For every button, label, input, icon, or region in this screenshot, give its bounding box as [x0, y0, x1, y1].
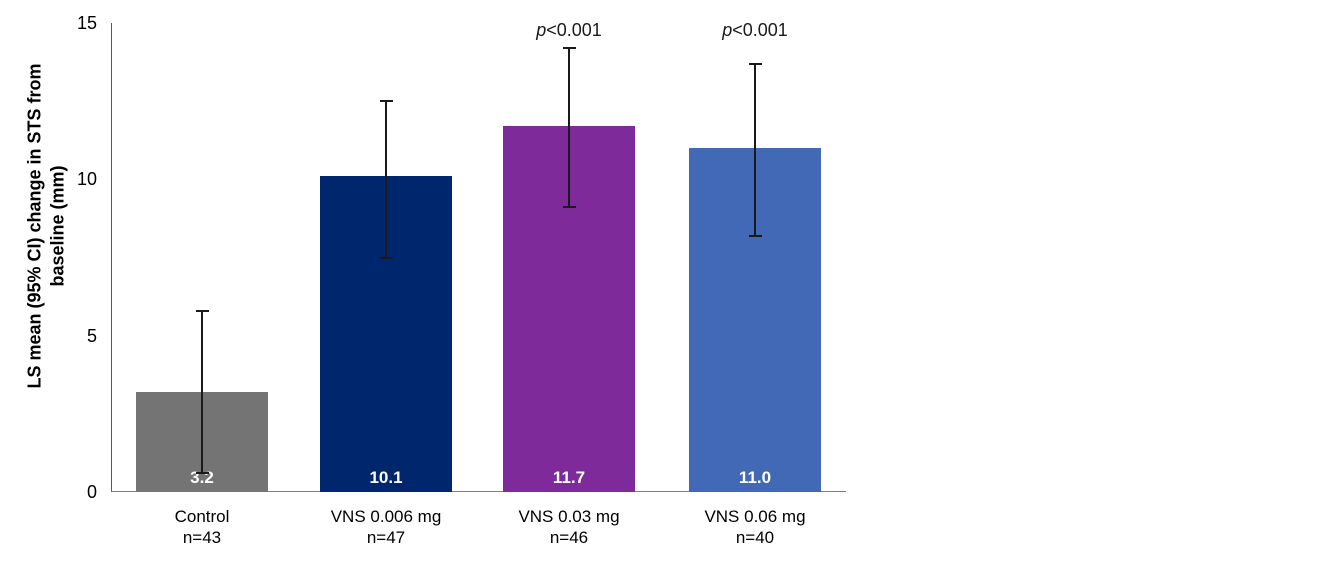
- error-bar-cap-bottom: [748, 234, 762, 237]
- error-bar-cap-top: [562, 47, 576, 49]
- y-axis-tick-label: 15: [76, 13, 97, 33]
- bar-value-label: 11.0: [738, 467, 772, 487]
- p-value-annotation: p<0.001: [722, 20, 788, 40]
- error-bar-line: [201, 310, 203, 474]
- p-value-annotation: p<0.001: [536, 20, 602, 40]
- category-label-line1: VNS 0.06 mg: [704, 507, 806, 526]
- error-bar-cap-top: [195, 309, 209, 312]
- error-bar-cap-top: [379, 100, 393, 103]
- category-label-line1: VNS 0.03 mg: [518, 507, 620, 526]
- y-axis-title: LS mean (95% CI) change in STS from base…: [24, 0, 70, 461]
- error-bar-cap-bottom: [195, 472, 209, 475]
- category-label: Control n=43: [102, 506, 302, 548]
- error-bar-line: [754, 63, 756, 236]
- p-annotation-italic-p: p: [722, 20, 733, 40]
- bar-value-label: 11.7: [552, 467, 586, 487]
- error-bar-line: [568, 48, 570, 208]
- category-label-line2: n=46: [549, 528, 589, 547]
- y-axis-tick-label: 10: [76, 169, 97, 190]
- y-axis-title-line1: LS mean (95% CI) change in STS from: [24, 63, 45, 389]
- error-bar-cap-top: [748, 62, 762, 65]
- category-label-line2: n=43: [182, 528, 222, 547]
- bar-value-label: 10.1: [369, 467, 403, 487]
- error-bar-cap-bottom: [562, 206, 576, 209]
- category-label-line1: VNS 0.006 mg: [330, 507, 442, 526]
- category-label-line1: Control: [174, 507, 230, 526]
- p-annotation-italic-p: p: [536, 20, 547, 40]
- plot-area: 3.2 Control n=43 10.1 VNS 0.006 mg n=47 11.7 VN…: [111, 20, 846, 547]
- category-label: VNS 0.03 mg n=46: [469, 506, 669, 548]
- category-label-line2: n=40: [735, 528, 775, 547]
- y-axis-tick-label: 5: [86, 325, 97, 346]
- y-axis-title-line2: baseline (mm): [47, 165, 68, 287]
- category-label: VNS 0.06 mg n=40: [655, 506, 855, 548]
- error-bar-line: [385, 101, 387, 258]
- category-label-line2: n=47: [366, 528, 406, 547]
- y-axis-tick-label: 0: [86, 482, 97, 502]
- bar: 11.7: [503, 126, 635, 492]
- category-label: VNS 0.006 mg n=47: [286, 506, 486, 548]
- error-bar-cap-bottom: [379, 256, 393, 259]
